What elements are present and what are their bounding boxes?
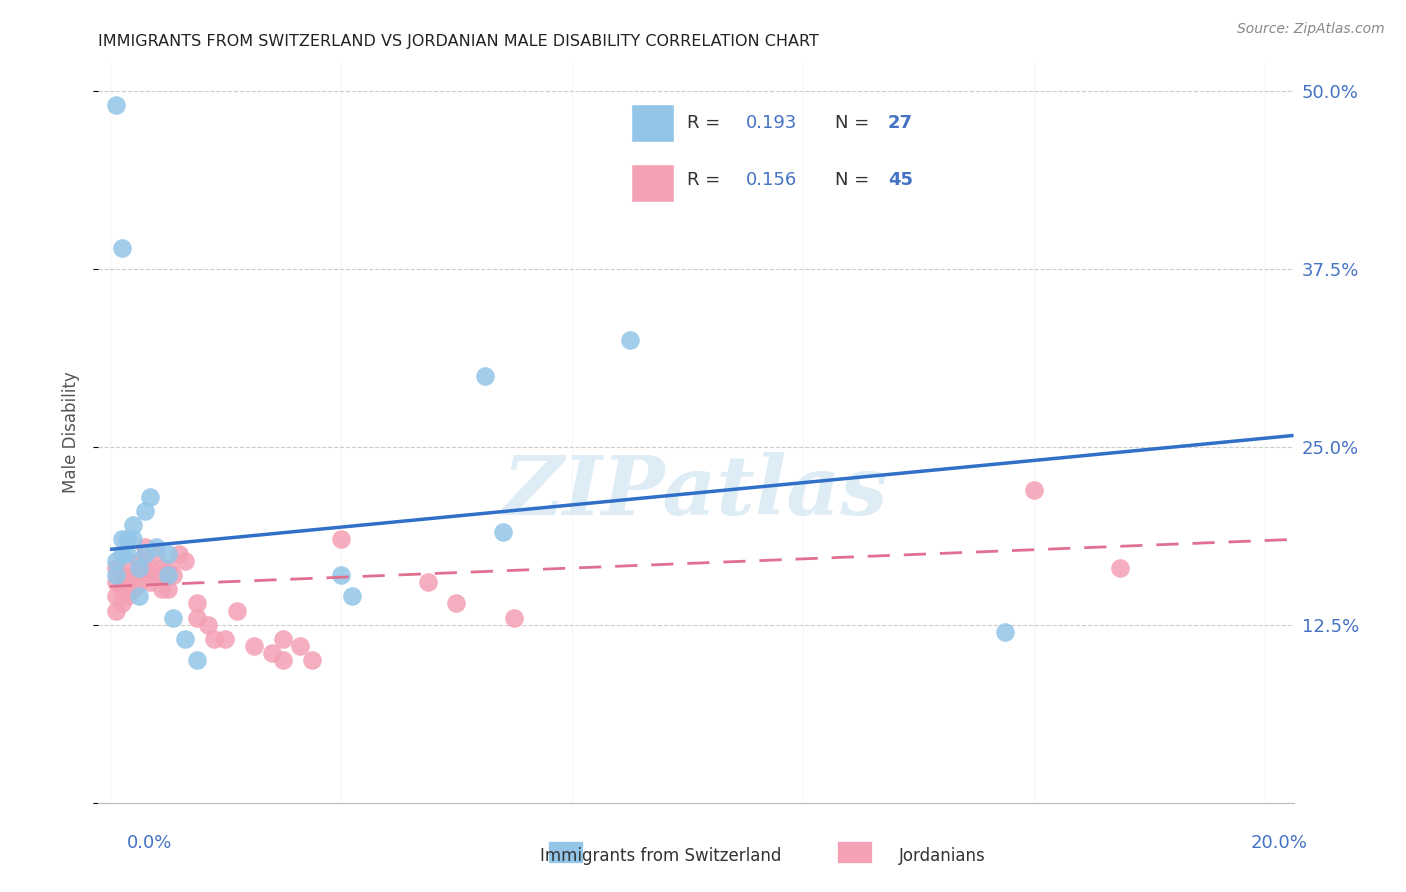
Point	[162, 568, 184, 582]
Point	[260, 646, 283, 660]
Point	[474, 368, 496, 383]
Point	[1022, 483, 1045, 497]
Point	[110, 547, 132, 561]
Point	[202, 632, 225, 646]
Point	[110, 240, 132, 255]
Point	[110, 582, 132, 597]
Text: N =: N =	[835, 114, 875, 132]
Text: N =: N =	[835, 171, 875, 189]
Point	[117, 533, 139, 547]
Point	[446, 597, 468, 611]
Point	[186, 653, 208, 667]
Text: R =: R =	[686, 171, 725, 189]
Point	[174, 632, 197, 646]
Point	[186, 597, 208, 611]
Point	[128, 561, 150, 575]
Text: IMMIGRANTS FROM SWITZERLAND VS JORDANIAN MALE DISABILITY CORRELATION CHART: IMMIGRANTS FROM SWITZERLAND VS JORDANIAN…	[98, 34, 820, 49]
Text: 0.156: 0.156	[745, 171, 797, 189]
Point	[174, 554, 197, 568]
Point	[290, 639, 312, 653]
Point	[994, 624, 1017, 639]
Point	[145, 540, 167, 554]
Point	[117, 561, 139, 575]
Point	[139, 490, 162, 504]
Point	[156, 547, 179, 561]
FancyBboxPatch shape	[837, 841, 872, 863]
Point	[150, 561, 173, 575]
Point	[139, 575, 162, 590]
Point	[416, 575, 439, 590]
Point	[271, 653, 294, 667]
Text: Source: ZipAtlas.com: Source: ZipAtlas.com	[1237, 22, 1385, 37]
Point	[156, 582, 179, 597]
Point	[110, 568, 132, 582]
Text: R =: R =	[686, 114, 725, 132]
Text: 45: 45	[887, 171, 912, 189]
Text: ZIPatlas: ZIPatlas	[503, 452, 889, 532]
Point	[214, 632, 236, 646]
Text: 0.0%: 0.0%	[127, 834, 172, 852]
Point	[271, 632, 294, 646]
Point	[110, 597, 132, 611]
Point	[104, 98, 127, 112]
Point	[122, 568, 145, 582]
Point	[301, 653, 323, 667]
Point	[117, 575, 139, 590]
Point	[156, 561, 179, 575]
Point	[145, 547, 167, 561]
Point	[134, 504, 156, 518]
Point	[104, 568, 127, 582]
Point	[104, 575, 127, 590]
Point	[128, 575, 150, 590]
Point	[619, 333, 641, 347]
Text: 27: 27	[887, 114, 912, 132]
Point	[104, 604, 127, 618]
Text: Immigrants from Switzerland: Immigrants from Switzerland	[540, 847, 782, 865]
Point	[104, 561, 127, 575]
Point	[1109, 561, 1132, 575]
Point	[491, 525, 513, 540]
Point	[226, 604, 249, 618]
Text: 0.193: 0.193	[745, 114, 797, 132]
Point	[122, 533, 145, 547]
Text: Jordanians: Jordanians	[898, 847, 986, 865]
Point	[150, 582, 173, 597]
Point	[117, 547, 139, 561]
Point	[186, 610, 208, 624]
Point	[503, 610, 526, 624]
Point	[128, 590, 150, 604]
Point	[104, 590, 127, 604]
Point	[342, 590, 364, 604]
Text: 20.0%: 20.0%	[1251, 834, 1308, 852]
Point	[134, 547, 156, 561]
Point	[197, 617, 219, 632]
Point	[162, 610, 184, 624]
Point	[134, 540, 156, 554]
Y-axis label: Male Disability: Male Disability	[62, 372, 80, 493]
Point	[110, 533, 132, 547]
Point	[329, 533, 352, 547]
Point	[117, 590, 139, 604]
FancyBboxPatch shape	[548, 841, 583, 863]
Point	[122, 518, 145, 533]
FancyBboxPatch shape	[631, 104, 675, 142]
Point	[122, 582, 145, 597]
Point	[128, 554, 150, 568]
Point	[329, 568, 352, 582]
FancyBboxPatch shape	[631, 164, 675, 202]
Point	[145, 568, 167, 582]
Point	[104, 554, 127, 568]
Point	[167, 547, 190, 561]
Point	[134, 561, 156, 575]
Point	[139, 561, 162, 575]
Point	[243, 639, 266, 653]
Point	[156, 568, 179, 582]
